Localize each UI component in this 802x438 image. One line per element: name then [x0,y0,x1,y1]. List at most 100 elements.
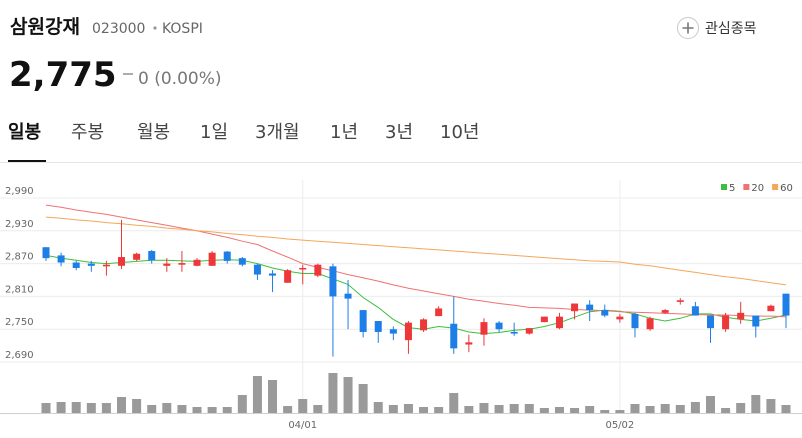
candle-body [57,255,65,263]
volume-bar [313,405,323,413]
volume-bar [147,405,157,413]
volume-bar [207,407,217,413]
volume-bar [101,403,111,413]
period-tab[interactable]: 1년 [330,122,358,143]
watch-button[interactable]: 관심종목 [677,17,757,39]
period-tab[interactable]: 주봉 [71,122,104,143]
y-tick-label: 2,810 [5,284,34,295]
volume-bar [766,399,776,413]
legend-swatch [721,184,727,190]
volume-bar [736,403,746,413]
volume-bar [252,376,262,413]
volume-bar [615,410,625,413]
candle-body [495,322,503,330]
candle-body [253,264,261,275]
candle-body [737,312,745,320]
y-tick-label: 2,930 [5,219,34,230]
legend-label: 60 [780,183,793,194]
watch-label[interactable]: 관심종목 [705,21,757,37]
candle-body [525,328,533,334]
period-tab[interactable]: 1일 [200,122,228,143]
volume-bar [751,395,761,413]
candle-body [404,322,412,341]
volume-bar [132,399,142,413]
candle-body [359,310,367,332]
moving-average-line [45,254,787,335]
candle-body [102,264,110,267]
candle-body [571,303,579,312]
volume-bar [539,408,549,413]
period-tabs: 일봉 주봉 월봉 1일 3개월 1년 3년 10년 [8,122,479,162]
volume-bar [343,377,353,413]
candle-body [87,263,95,266]
candle-body [118,257,126,266]
candle-body [661,310,669,313]
volume-bar [479,403,489,413]
volume-bar [675,405,685,413]
volume-bar [283,406,293,413]
candle-body [480,322,488,335]
y-tick-label: 2,690 [5,350,34,361]
moving-average-line [45,216,787,286]
stock-name: 삼원강재 [10,16,80,38]
candle-body [374,321,382,332]
volume-bar [268,380,278,413]
candle-body [420,319,428,331]
volume-bar [162,403,172,413]
candle-body [269,273,277,276]
volume-bar [690,402,700,413]
volume-bar [388,405,398,413]
legend-swatch [743,184,750,190]
volume-bar [660,404,670,413]
candle-body [586,304,594,311]
volume-bar [419,407,429,413]
candle-body [631,313,639,329]
candle-body [601,310,609,316]
market: KOSPI [162,21,203,37]
candle-body [193,259,201,266]
period-tab[interactable]: 3개월 [255,122,300,143]
volume-bar [464,406,474,413]
candle-body [676,300,684,302]
candle-body [706,315,714,329]
volume-bar [524,404,534,413]
period-tab[interactable]: 10년 [440,122,479,143]
volume-bar [41,403,51,413]
volume-bar [554,407,564,413]
candle-body [752,315,760,327]
candle-body [133,253,141,260]
period-tab[interactable]: 일봉 [8,122,41,143]
period-tab[interactable]: 월봉 [137,122,170,143]
volume-bar [86,403,96,413]
separator-dot [153,26,157,30]
volume-bar [585,406,595,413]
volume-bar [71,402,81,413]
candle-body [163,263,171,266]
volume-bar [373,402,383,413]
volume-bar [237,395,247,413]
volume-bar [494,405,504,413]
volume-bar [570,408,580,413]
volume-bar [645,406,655,413]
volume-bar [449,393,459,413]
plus-icon[interactable] [682,22,694,34]
volume-bar [192,407,202,413]
legend-label: 20 [751,183,764,194]
x-tick-label: 05/02 [605,420,634,431]
candle-body [782,293,790,316]
moving-average-line [45,204,787,318]
candle-body [691,306,699,316]
candle-body [178,263,186,265]
volume-bar [222,407,232,413]
volume-bar [56,402,66,413]
legend-label: 5 [729,183,735,194]
volume-bar [509,404,519,413]
volume-bar [781,405,791,413]
period-tab[interactable]: 3년 [385,122,413,143]
y-tick-label: 2,870 [5,252,34,263]
volume-bar [403,404,413,413]
volume-bar [721,408,731,413]
volume-bar [600,410,610,413]
candle-body [72,262,80,268]
